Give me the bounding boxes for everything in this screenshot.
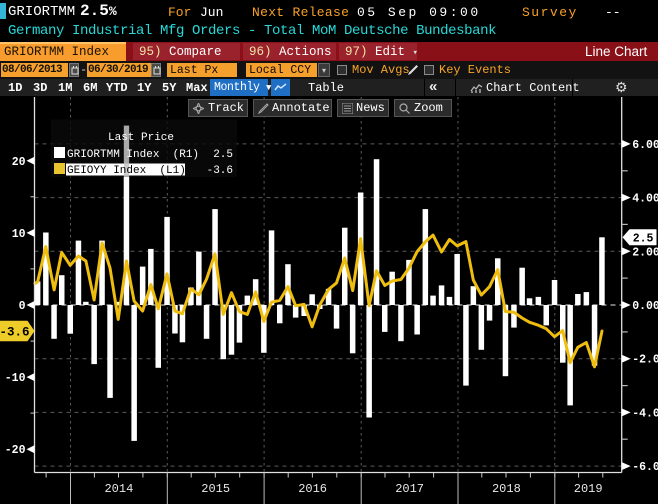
svg-text:10: 10: [12, 228, 26, 241]
svg-text:2.00: 2.00: [632, 246, 658, 259]
svg-text:-10: -10: [5, 372, 26, 385]
svg-text:6.00: 6.00: [632, 139, 658, 152]
svg-text:-20: -20: [5, 444, 26, 457]
svg-text:-3.6: -3.6: [0, 326, 30, 340]
svg-text:-2.00: -2.00: [632, 354, 658, 367]
svg-text:Last Price: Last Price: [108, 132, 174, 144]
svg-text:4.00: 4.00: [632, 193, 658, 206]
svg-text:2018: 2018: [492, 482, 521, 496]
svg-text:2015: 2015: [201, 482, 230, 496]
svg-text:GEIOYY Index (L1): GEIOYY Index (L1): [67, 165, 186, 177]
svg-text:2016: 2016: [298, 482, 327, 496]
svg-text:2019: 2019: [574, 482, 603, 496]
svg-text:0: 0: [19, 300, 26, 313]
svg-text:2014: 2014: [104, 482, 133, 496]
svg-text:20: 20: [12, 156, 26, 169]
svg-text:0.00: 0.00: [632, 300, 658, 313]
svg-text:2.5: 2.5: [213, 149, 233, 161]
svg-text:-3.6: -3.6: [207, 165, 233, 177]
svg-text:GRIORTMM Index (R1): GRIORTMM Index (R1): [67, 149, 199, 161]
svg-text:-4.00: -4.00: [632, 407, 658, 420]
svg-text:-6.00: -6.00: [632, 461, 658, 474]
svg-text:2017: 2017: [395, 482, 424, 496]
svg-text:2.5: 2.5: [633, 233, 654, 246]
